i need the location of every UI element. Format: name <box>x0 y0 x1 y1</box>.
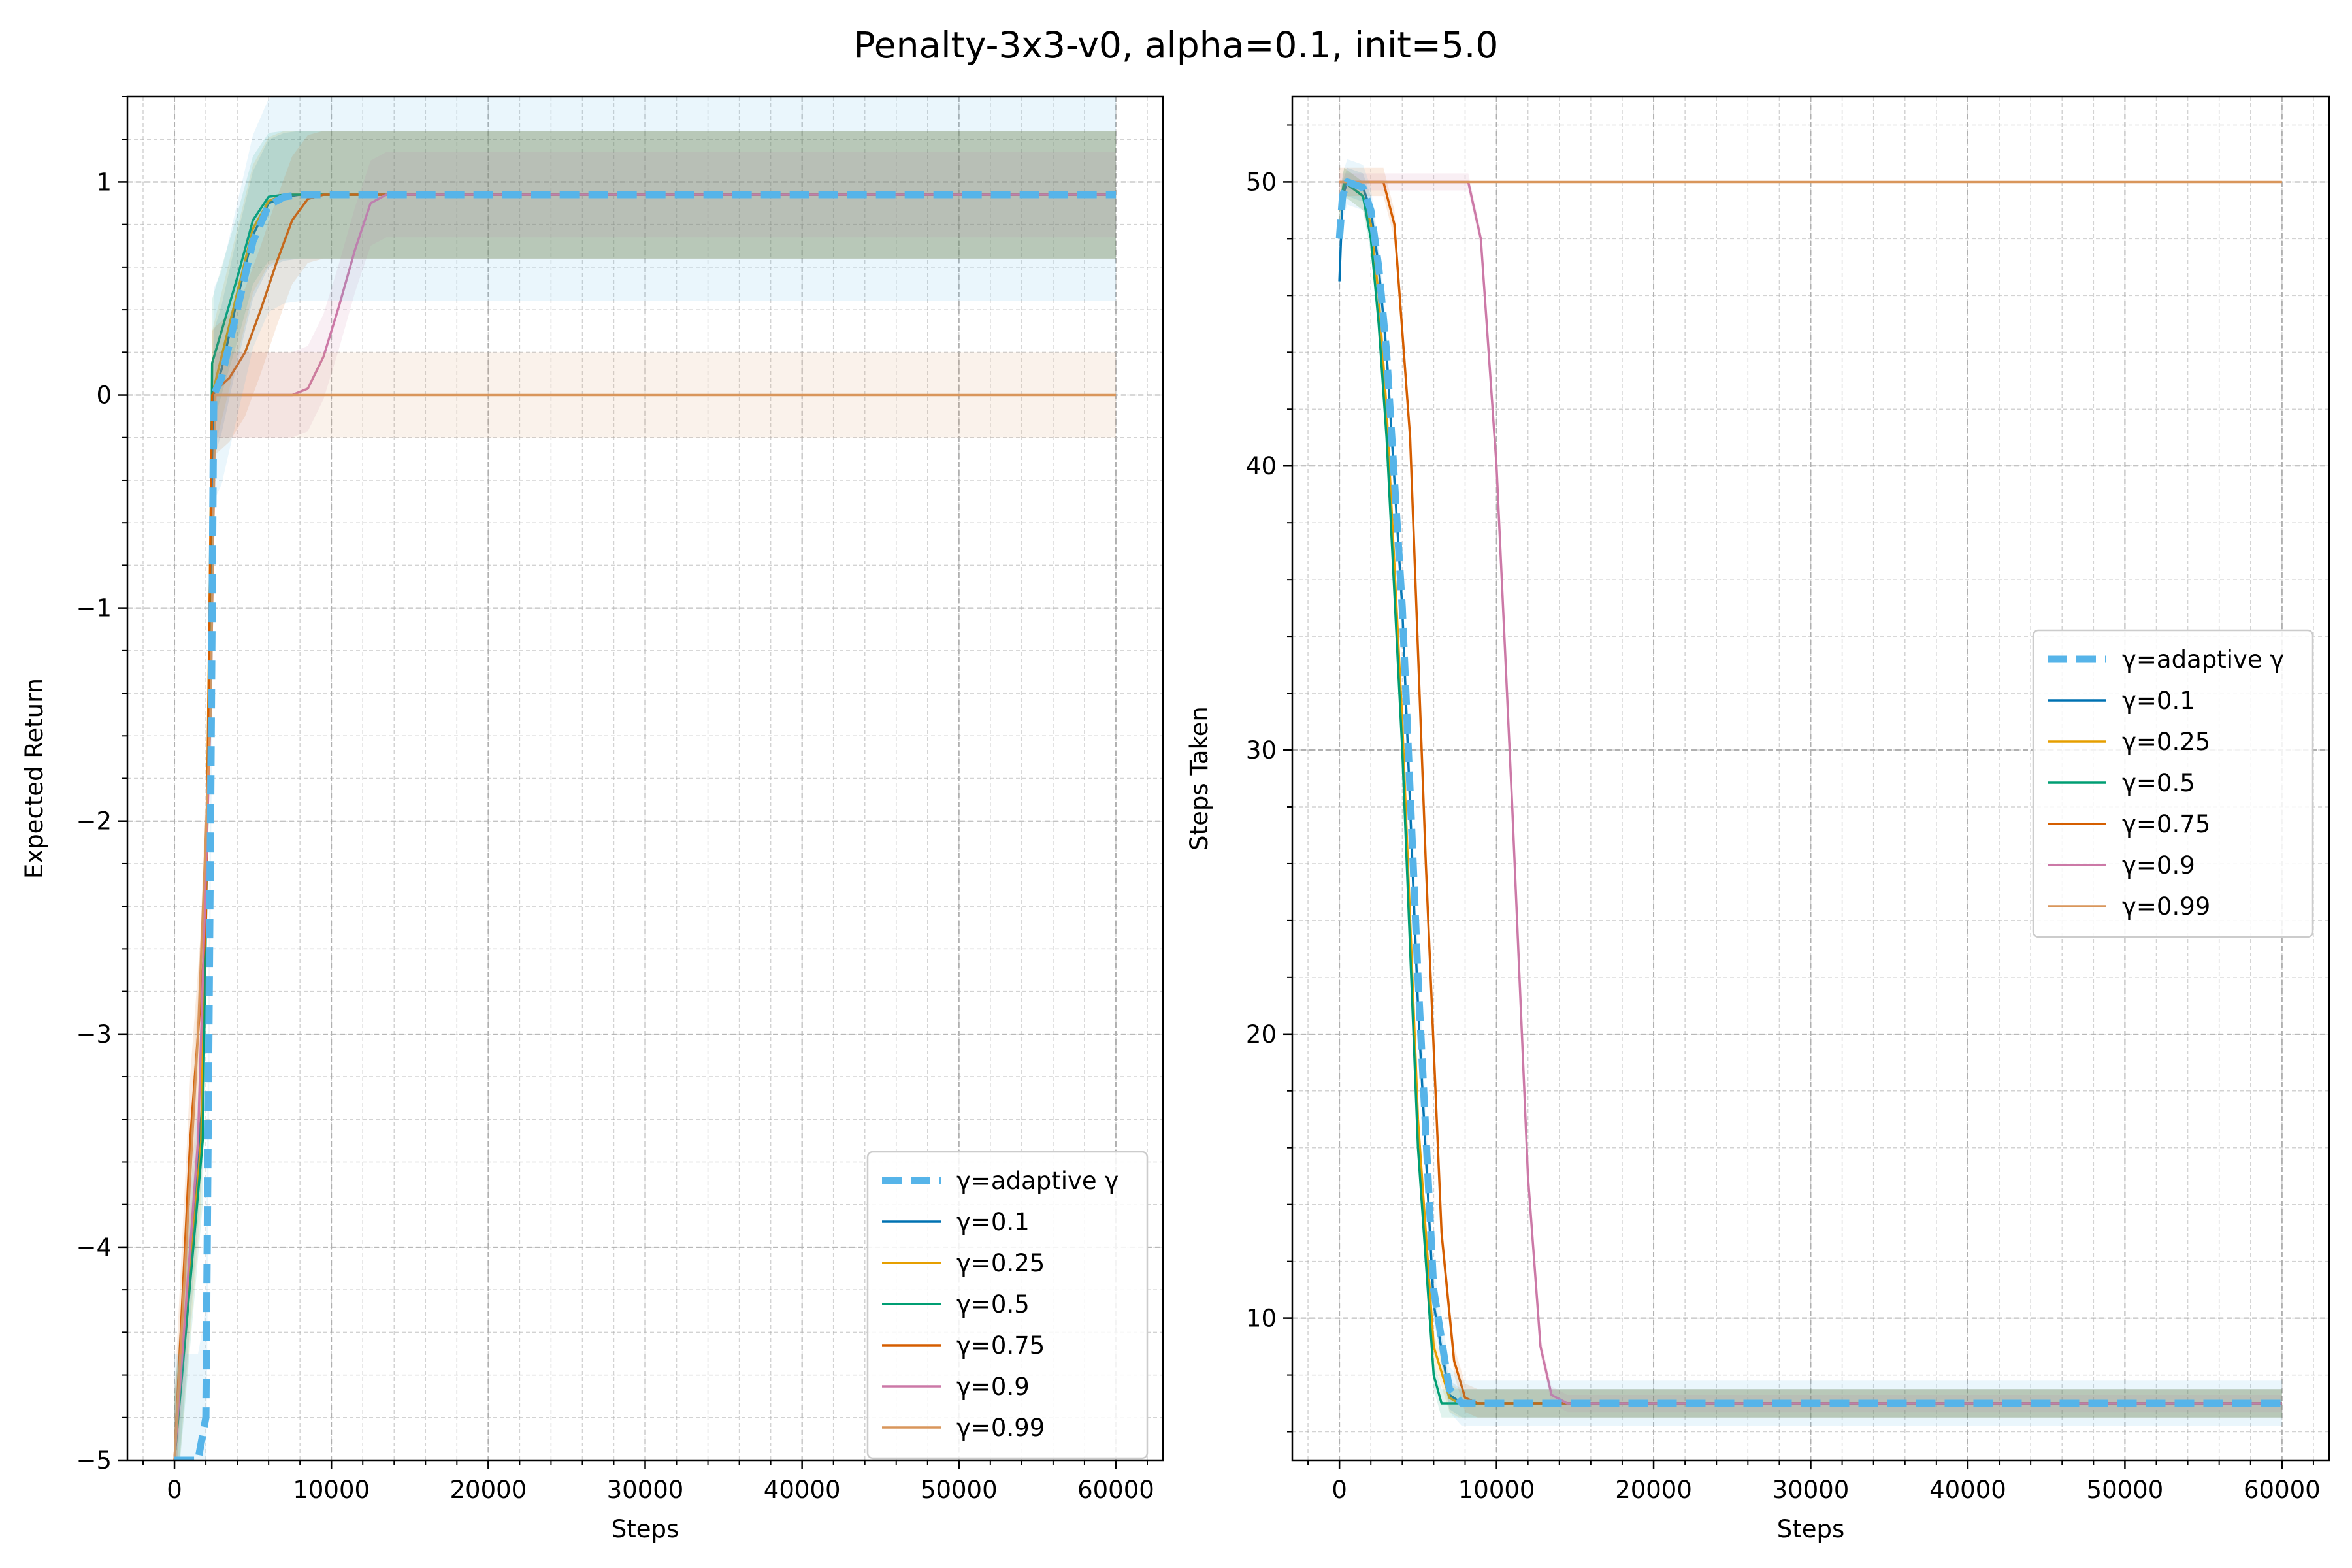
x-tick-label: 40000 <box>1929 1476 2006 1504</box>
x-tick-label: 10000 <box>1458 1476 1535 1504</box>
expected-return-chart: 0 10000 20000 30000 40000 50000 60000 −5 −4 −3 −2 −… <box>20 95 1164 1543</box>
legend-label: γ=0.5 <box>956 1290 1030 1318</box>
steps-taken-chart: 0 10000 20000 30000 40000 50000 60000 10 20 30 40 5… <box>1185 95 2330 1543</box>
legend-label: γ=0.5 <box>2122 769 2195 797</box>
legend: γ=adaptive γ γ=0.1 γ=0.25 γ=0.5 γ=0.75 γ=0.9 γ… <box>866 1151 1149 1460</box>
series-band <box>174 131 1116 1460</box>
x-tick-label: 50000 <box>2087 1476 2164 1504</box>
y-tick-label: 10 <box>1246 1305 1277 1333</box>
y-tick-label: 50 <box>1246 168 1277 196</box>
y-tick-label: −2 <box>76 808 112 836</box>
x-tick-label: 30000 <box>1772 1476 1850 1504</box>
legend-label: γ=0.9 <box>2122 851 2195 879</box>
x-tick-label: 20000 <box>1615 1476 1692 1504</box>
y-tick-label: 20 <box>1246 1021 1277 1049</box>
legend-label: γ=0.75 <box>2122 810 2210 838</box>
x-tick-label: 60000 <box>2244 1476 2321 1504</box>
series-line <box>173 393 1116 1460</box>
figure-title: Penalty-3x3-v0, alpha=0.1, init=5.0 <box>854 24 1499 66</box>
legend-label: γ=0.99 <box>2122 892 2210 921</box>
x-tick-label: 30000 <box>607 1476 684 1504</box>
series-group <box>1335 159 2282 1426</box>
y-tick-label: 40 <box>1246 452 1277 480</box>
y-tick-label: −1 <box>76 595 112 623</box>
legend-label: γ=0.25 <box>956 1249 1045 1277</box>
series-group <box>173 97 1116 1460</box>
series-band <box>174 131 1116 1460</box>
legend-label: γ=adaptive γ <box>956 1167 1119 1195</box>
y-tick-label: −3 <box>76 1021 112 1049</box>
series-line <box>1335 178 2282 1407</box>
y-tick-label: 30 <box>1246 736 1277 764</box>
x-tick-label: 0 <box>167 1476 182 1504</box>
x-tick-label: 10000 <box>293 1476 370 1504</box>
x-tick-label: 40000 <box>764 1476 841 1504</box>
x-axis-label: Steps <box>612 1515 679 1543</box>
legend-label: γ=0.75 <box>956 1331 1045 1360</box>
y-tick-label: 0 <box>96 382 112 410</box>
y-tick-label: 1 <box>96 168 112 196</box>
y-tick-label: −5 <box>76 1446 112 1475</box>
plot-frame <box>126 95 1164 1462</box>
x-axis-label: Steps <box>1777 1515 1845 1543</box>
plot-frame <box>1291 95 2330 1462</box>
legend-box <box>866 1151 1149 1460</box>
x-tick-label: 60000 <box>1077 1476 1154 1504</box>
x-tick-label: 0 <box>1331 1476 1347 1504</box>
legend: γ=adaptive γ γ=0.1 γ=0.25 γ=0.5 γ=0.75 γ=0.9 γ… <box>2032 629 2314 938</box>
legend-label: γ=0.1 <box>2122 687 2195 715</box>
series-line <box>1338 180 2282 1405</box>
legend-label: γ=0.99 <box>956 1414 1045 1442</box>
series-line <box>173 193 1116 1460</box>
series-band <box>174 131 1116 1460</box>
legend-label: γ=adaptive γ <box>2122 645 2284 674</box>
legend-label: γ=0.1 <box>956 1208 1030 1236</box>
legend-label: γ=0.25 <box>2122 728 2210 756</box>
y-axis-label: Expected Return <box>20 678 48 879</box>
x-tick-label: 20000 <box>449 1476 527 1504</box>
series-band <box>174 97 1116 1460</box>
legend-label: γ=0.9 <box>956 1373 1030 1401</box>
legend-box <box>2032 629 2314 938</box>
x-tick-label: 50000 <box>921 1476 998 1504</box>
y-axis-label: Steps Taken <box>1185 706 1213 851</box>
series-line <box>174 191 1116 1460</box>
y-tick-label: −4 <box>76 1233 112 1262</box>
